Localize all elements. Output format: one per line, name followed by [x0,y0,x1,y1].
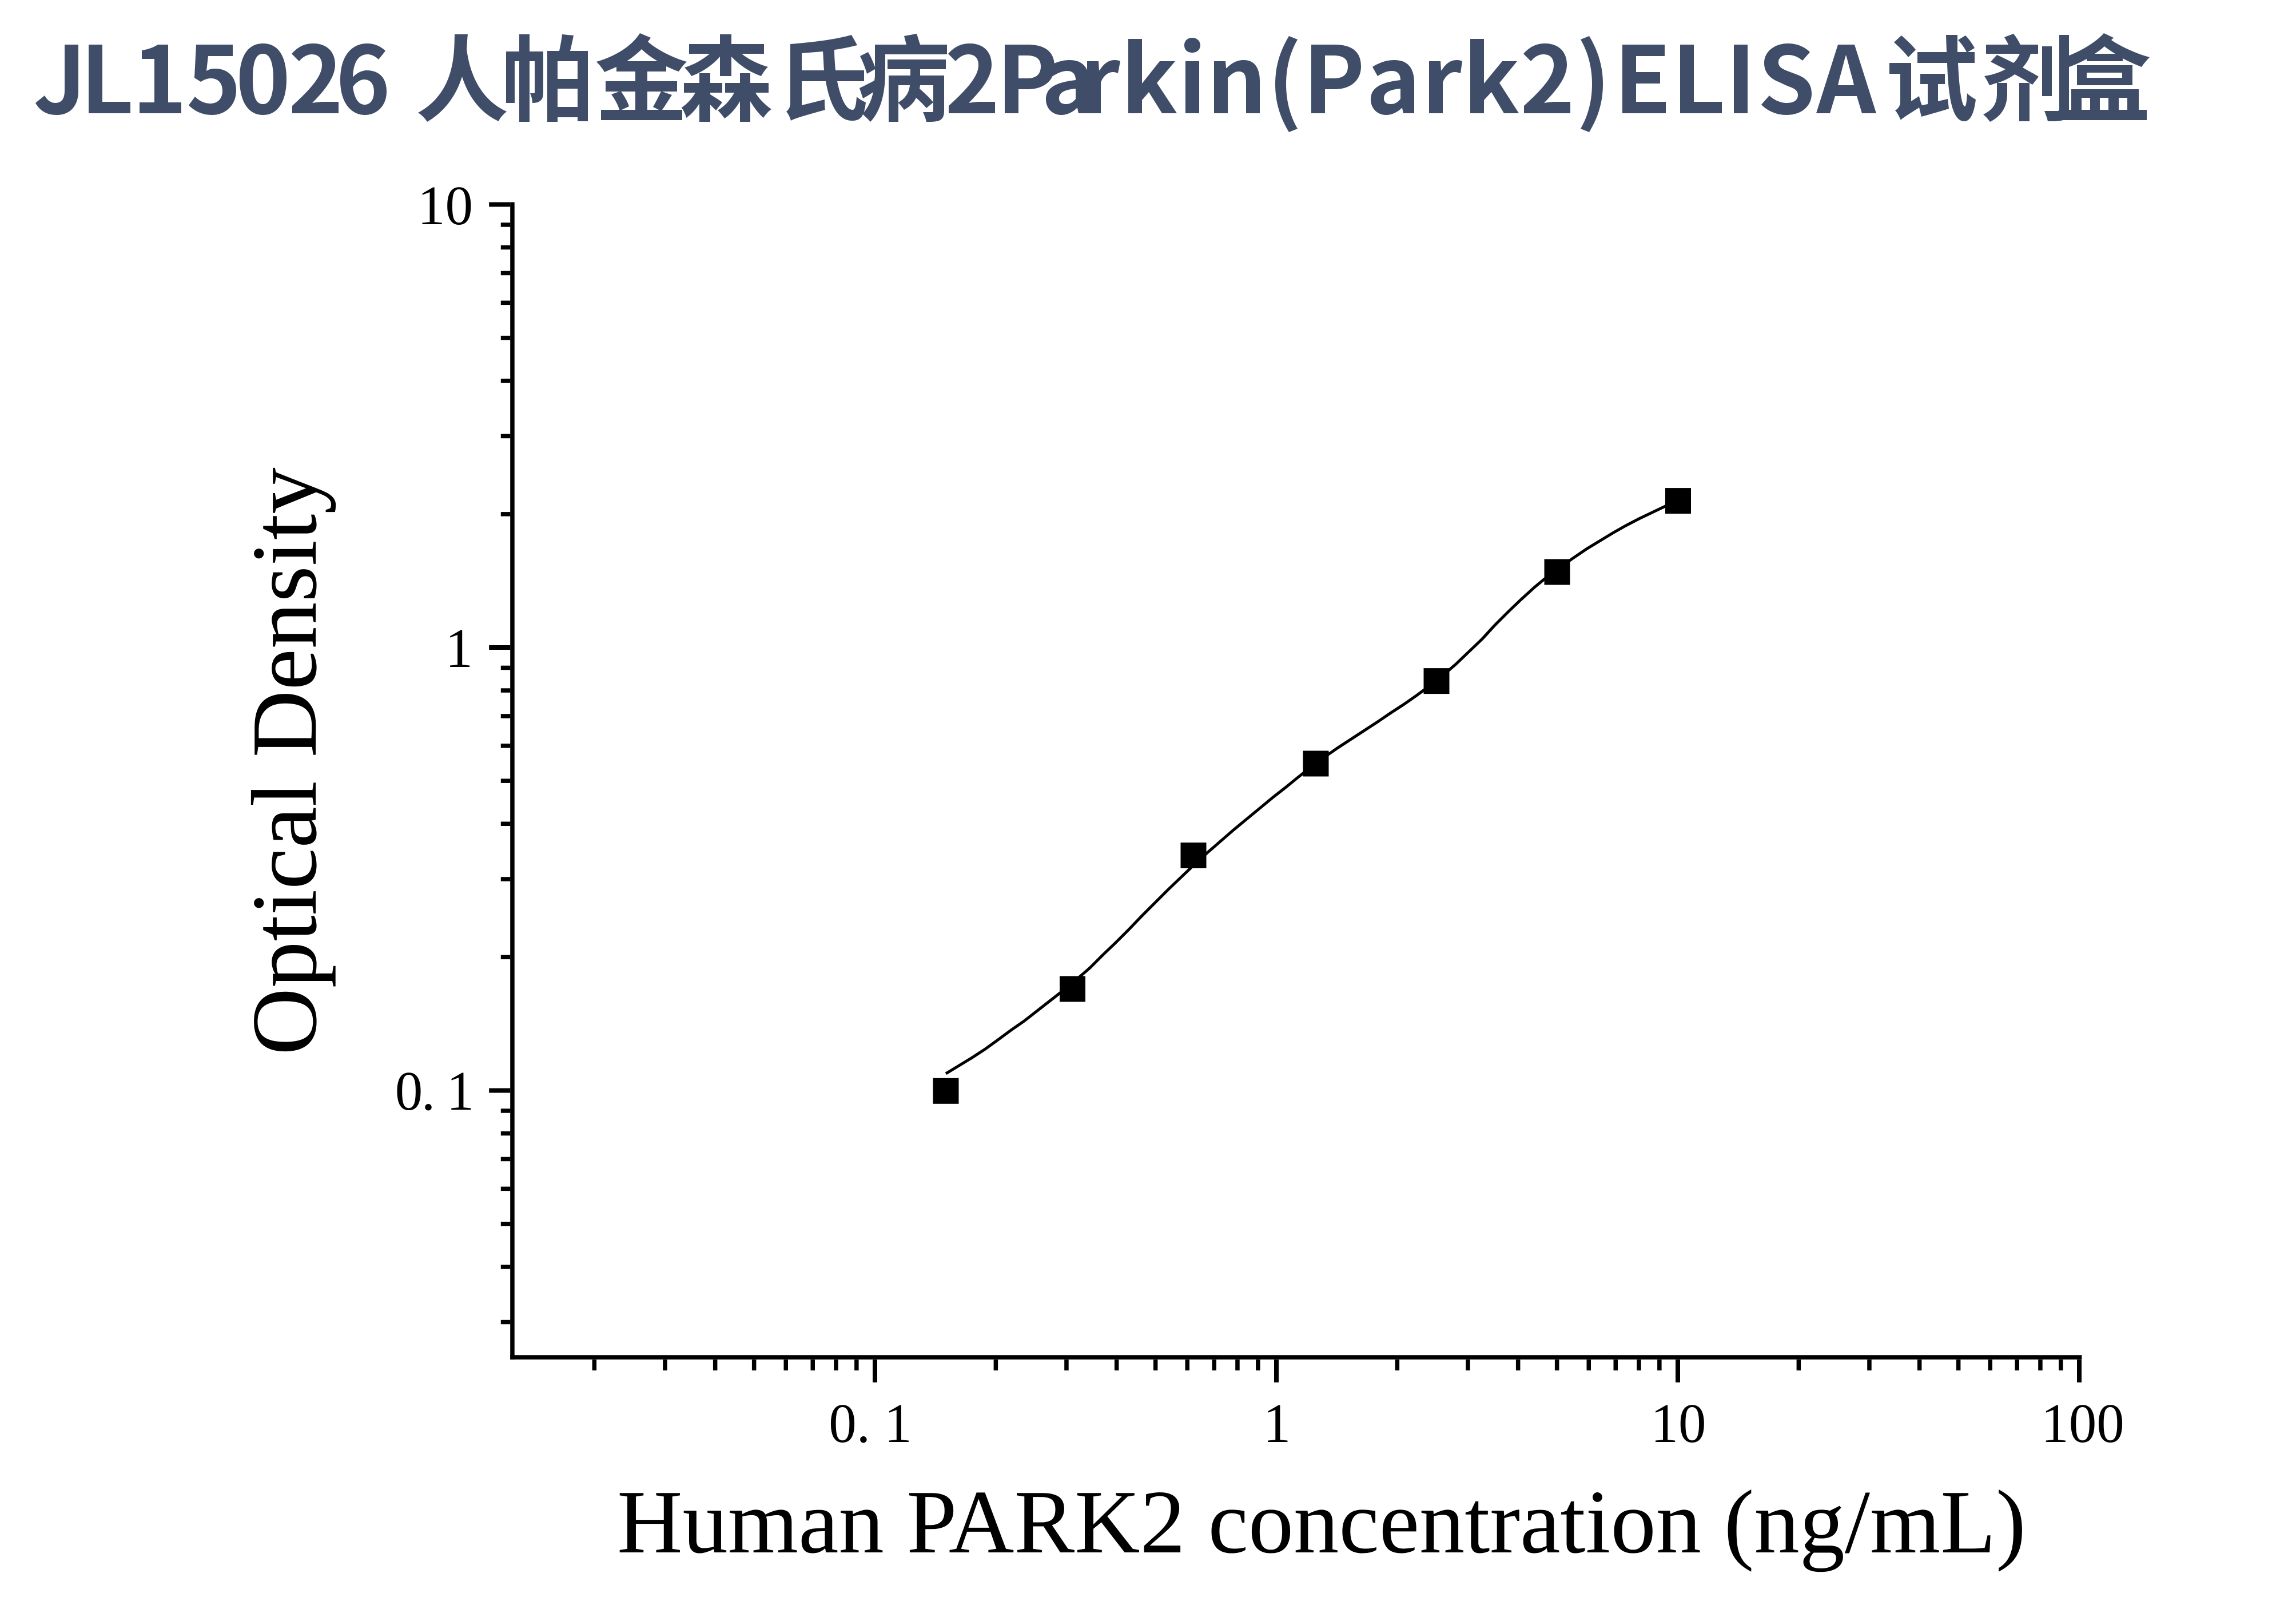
svg-text:Human PARK2 concentration (ng/: Human PARK2 concentration (ng/mL) [617,1472,2026,1572]
svg-text:100: 100 [2041,1393,2124,1454]
svg-text:0. 1: 0. 1 [829,1393,912,1454]
svg-text:1: 1 [1263,1393,1291,1454]
svg-text:10: 10 [417,175,473,236]
svg-text:Optical Density: Optical Density [233,467,336,1055]
svg-text:10: 10 [1651,1393,1706,1454]
svg-text:0. 1: 0. 1 [395,1060,473,1122]
svg-text:1: 1 [445,618,473,679]
